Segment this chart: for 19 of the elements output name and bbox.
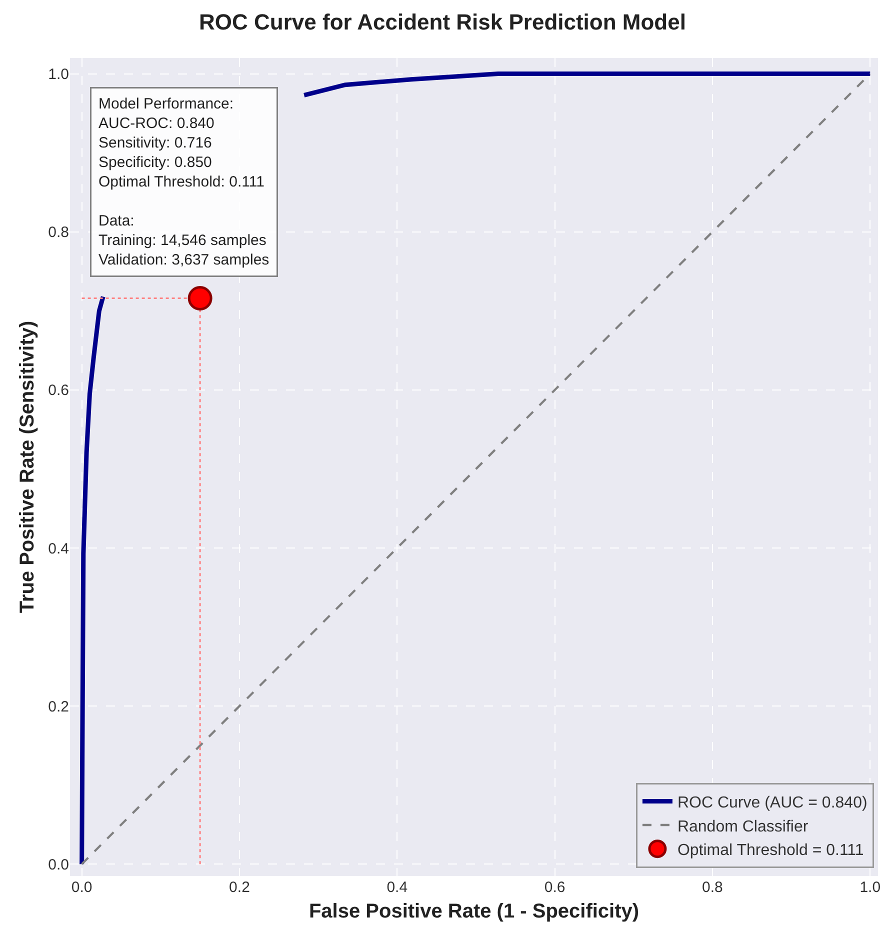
y-tick-label: 0.6: [48, 382, 69, 400]
x-axis-title: False Positive Rate (1 - Specificity): [308, 900, 640, 922]
y-tick-label: 0.2: [48, 698, 69, 716]
text: Model Performance: AUC-ROC: 0.840 Sensitivity: 0.716 Specificity: 0.850 Optimal Threshold: 0.111 Data: Training: 14,546 samples Validation: 3,637 samples: [98, 96, 270, 268]
y-tick-label: 0.8: [48, 224, 69, 242]
x-tick-label: 0.4: [386, 879, 408, 896]
y-axis-title: True Positive Rate (Sensitivity): [16, 320, 39, 614]
x-tick-label: 0.6: [544, 879, 566, 896]
chart-title: ROC Curve for Accident Risk Prediction Model: [199, 9, 686, 34]
x-tick-label: 1.0: [860, 879, 881, 896]
y-tick-label: 0.0: [48, 856, 69, 874]
x-tick-label: 0.2: [229, 879, 250, 896]
y-tick-label: 1.0: [48, 66, 69, 84]
y-tick-label: 0.4: [48, 540, 69, 558]
legend-label: Random Classifier: [677, 818, 809, 836]
x-tick-label: 0.0: [71, 879, 92, 896]
legend-label: ROC Curve (AUC = 0.840): [677, 794, 868, 812]
x-tick-label: 0.8: [702, 879, 723, 896]
legend-label: Optimal Threshold = 0.111: [677, 842, 864, 860]
